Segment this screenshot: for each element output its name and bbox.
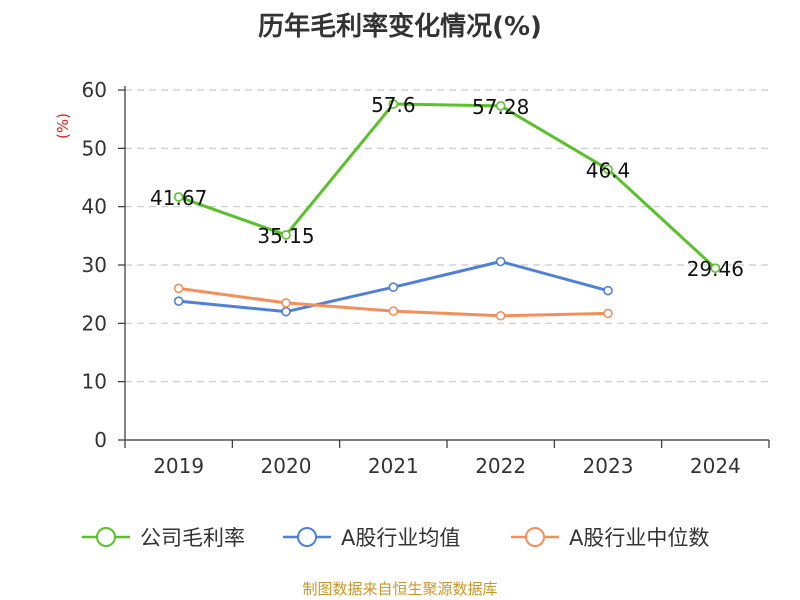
legend: 公司毛利率 A股行业均值 A股行业中位数 [82, 526, 709, 550]
legend-label: A股行业均值 [341, 526, 460, 550]
x-tick-label: 2021 [368, 454, 419, 478]
data-label: 41.67 [150, 186, 207, 210]
data-label: 46.4 [586, 158, 631, 182]
series-line [177, 102, 717, 270]
data-point [495, 101, 506, 111]
y-tick-label: 50 [82, 136, 107, 160]
y-tick-label: 30 [82, 253, 107, 277]
x-tick-label: 2023 [583, 454, 634, 478]
y-tick-label: 40 [82, 195, 107, 219]
y-tick-label: 20 [82, 311, 107, 335]
data-point [495, 310, 506, 321]
series-lines [173, 99, 721, 321]
data-point [281, 230, 291, 240]
data-point [173, 192, 184, 202]
chart-title: 历年毛利率变化情况(%) [258, 12, 542, 42]
data-label: 29.46 [687, 257, 744, 281]
data-point [603, 285, 613, 296]
data-label: 35.15 [257, 224, 314, 248]
y-axis-unit-label: (%) [54, 113, 72, 139]
data-point [388, 282, 399, 292]
data-point [710, 263, 721, 273]
x-tick-label: 2020 [261, 454, 312, 478]
x-tick-label: 2022 [475, 454, 526, 478]
legend-label: A股行业中位数 [569, 526, 709, 550]
data-point [281, 306, 291, 317]
x-tick-label: 2024 [690, 454, 741, 478]
data-point [388, 99, 399, 109]
data-point [281, 298, 291, 308]
y-tick-label: 60 [82, 78, 107, 102]
data-label: 57.6 [371, 93, 416, 117]
y-tick-label: 0 [94, 428, 107, 452]
data-point [388, 306, 399, 316]
data-point [173, 283, 184, 294]
data-point [603, 164, 613, 175]
grid-lines [125, 89, 769, 383]
data-point [173, 296, 184, 306]
legend-label: 公司毛利率 [140, 526, 245, 550]
legend-marker [525, 527, 545, 547]
legend-marker [96, 527, 116, 547]
axes: (%) 0 10 20 30 40 50 60 2019 2020 2021 2022 2023 202… [54, 78, 770, 478]
source-note: 制图数据来自恒生聚源数据库 [302, 580, 498, 598]
y-tick-label: 10 [82, 370, 107, 394]
data-label: 57.28 [472, 95, 529, 119]
data-point [603, 308, 613, 319]
x-tick-label: 2019 [153, 454, 204, 478]
data-point [495, 256, 506, 267]
legend-marker [297, 527, 317, 547]
data-labels: 41.67 35.15 57.6 57.28 46.4 29.46 [150, 93, 744, 281]
